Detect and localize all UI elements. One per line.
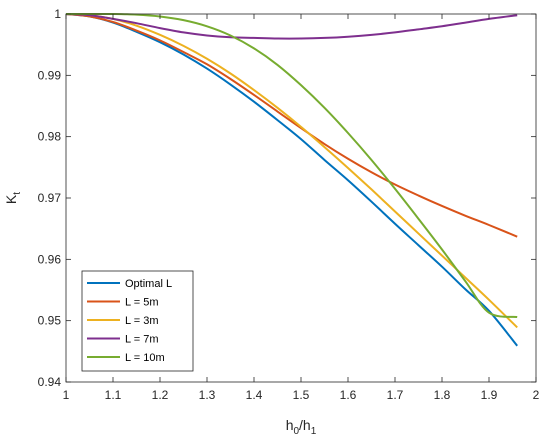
x-tick-label: 1 <box>63 388 70 402</box>
series-line-4 <box>65 13 518 40</box>
y-axis-label: Kt <box>3 192 23 204</box>
series-line-2 <box>65 13 518 238</box>
legend: Optimal L L = 5m L = 3m L = 7m L = 10m <box>81 270 194 372</box>
x-tick-label: 1.9 <box>481 388 498 402</box>
series-layer <box>65 12 518 347</box>
x-tick-label: 1.4 <box>246 388 263 402</box>
y-tick-label: 0.97 <box>38 191 62 205</box>
legend-label: L = 10m <box>125 352 165 364</box>
series-line-3 <box>65 13 518 329</box>
x-tick-label: 1.3 <box>199 388 216 402</box>
series-line-1 <box>65 13 518 347</box>
y-tick-label: 0.96 <box>38 252 62 266</box>
legend-label: L = 7m <box>125 334 159 346</box>
y-tick-label: 0.95 <box>38 314 62 328</box>
legend-label: Optimal L <box>125 278 172 290</box>
x-axis-ticks: 1 1.1 1.2 1.3 1.4 1.5 1.6 1.7 1.8 1.9 2 <box>63 14 540 402</box>
y-tick-label: 0.94 <box>38 375 62 389</box>
series-line-5 <box>66 12 518 318</box>
y-tick-label: 1 <box>54 7 61 21</box>
x-tick-label: 1.6 <box>340 388 357 402</box>
x-axis-label: h0/h1 <box>286 417 317 437</box>
x-tick-label: 1.8 <box>434 388 451 402</box>
legend-label: L = 3m <box>125 315 159 327</box>
y-tick-label: 0.98 <box>38 130 62 144</box>
x-tick-label: 1.1 <box>105 388 122 402</box>
legend-label: L = 5m <box>125 297 159 309</box>
x-tick-label: 1.5 <box>293 388 310 402</box>
x-tick-label: 1.2 <box>152 388 169 402</box>
x-tick-label: 1.7 <box>387 388 404 402</box>
x-tick-label: 2 <box>533 388 540 402</box>
y-axis-ticks: 0.94 0.95 0.96 0.97 0.98 0.99 1 <box>38 7 536 389</box>
y-tick-label: 0.99 <box>38 68 62 82</box>
